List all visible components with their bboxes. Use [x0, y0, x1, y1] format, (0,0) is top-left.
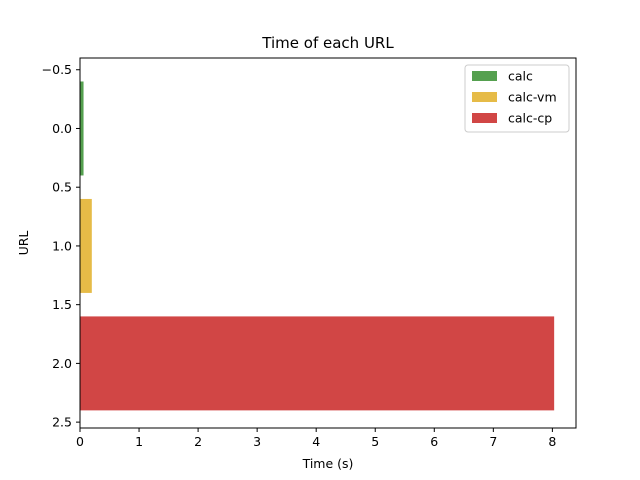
bar-calc — [80, 81, 84, 176]
y-tick-label: 0.5 — [52, 180, 72, 195]
y-tick-label: −0.5 — [42, 62, 72, 77]
x-tick-label: 8 — [548, 434, 556, 449]
x-tick-label: 3 — [253, 434, 261, 449]
plot-frame — [79, 57, 577, 429]
y-tick-label: 2.0 — [52, 356, 72, 371]
y-tick-label: 0.0 — [52, 121, 72, 136]
x-tick-label: 0 — [76, 434, 84, 449]
x-tick-label: 1 — [135, 434, 143, 449]
bar-calc-vm — [80, 198, 92, 293]
bars-layer — [80, 81, 555, 411]
x-tick-label: 4 — [312, 434, 320, 449]
legend-swatch-calc-cp — [472, 113, 497, 123]
legend-swatch-calc-vm — [472, 92, 497, 102]
legend: calc calc-vm calc-cp — [464, 64, 570, 133]
x-axis-label: Time (s) — [302, 456, 354, 471]
y-tick-label: 1.0 — [52, 238, 72, 253]
bar-calc-cp — [80, 316, 555, 411]
y-tick-label: 2.5 — [52, 415, 72, 430]
y-axis-ticks: −0.5 0.0 0.5 1.0 1.5 2.0 2.5 — [42, 62, 80, 430]
x-tick-label: 5 — [371, 434, 379, 449]
legend-label-calc-cp: calc-cp — [508, 111, 552, 126]
x-tick-label: 6 — [430, 434, 438, 449]
chart-title: Time of each URL — [261, 34, 394, 52]
y-axis-label: URL — [16, 231, 31, 256]
legend-swatch-calc — [472, 71, 497, 81]
legend-label-calc: calc — [508, 69, 533, 84]
x-tick-label: 7 — [489, 434, 497, 449]
legend-label-calc-vm: calc-vm — [508, 90, 557, 105]
x-axis-ticks: 0 1 2 3 4 5 6 7 8 — [76, 428, 556, 449]
x-tick-label: 2 — [194, 434, 202, 449]
y-tick-label: 1.5 — [52, 297, 72, 312]
